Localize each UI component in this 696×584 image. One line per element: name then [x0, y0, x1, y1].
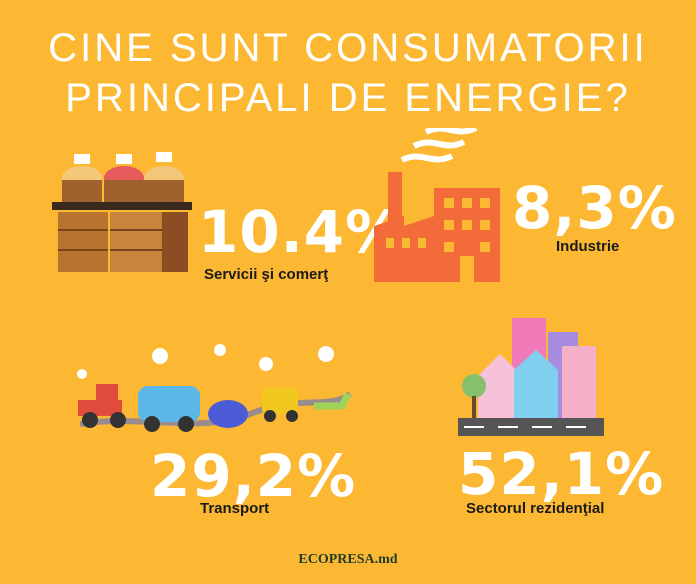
factory-illustration: [374, 128, 500, 282]
percent: 8,3%: [512, 174, 677, 242]
percent: 10.4%: [198, 198, 405, 266]
source-logo: ECOPRESA.md: [298, 552, 398, 567]
label: Transport: [200, 500, 270, 517]
label: Sectorul rezidenţial: [466, 500, 605, 517]
market-illustration: [52, 152, 192, 272]
percent: 52,1%: [458, 440, 665, 508]
transport-illustration: [77, 344, 352, 432]
residential-illustration: [458, 318, 604, 436]
title-line: PRINCIPALI DE ENERGIE?: [65, 76, 631, 120]
label: Servicii şi comerţ: [204, 266, 329, 283]
title-line: CINE SUNT CONSUMATORII: [48, 26, 648, 70]
percent: 29,2%: [150, 442, 357, 510]
label: Industrie: [556, 238, 620, 255]
